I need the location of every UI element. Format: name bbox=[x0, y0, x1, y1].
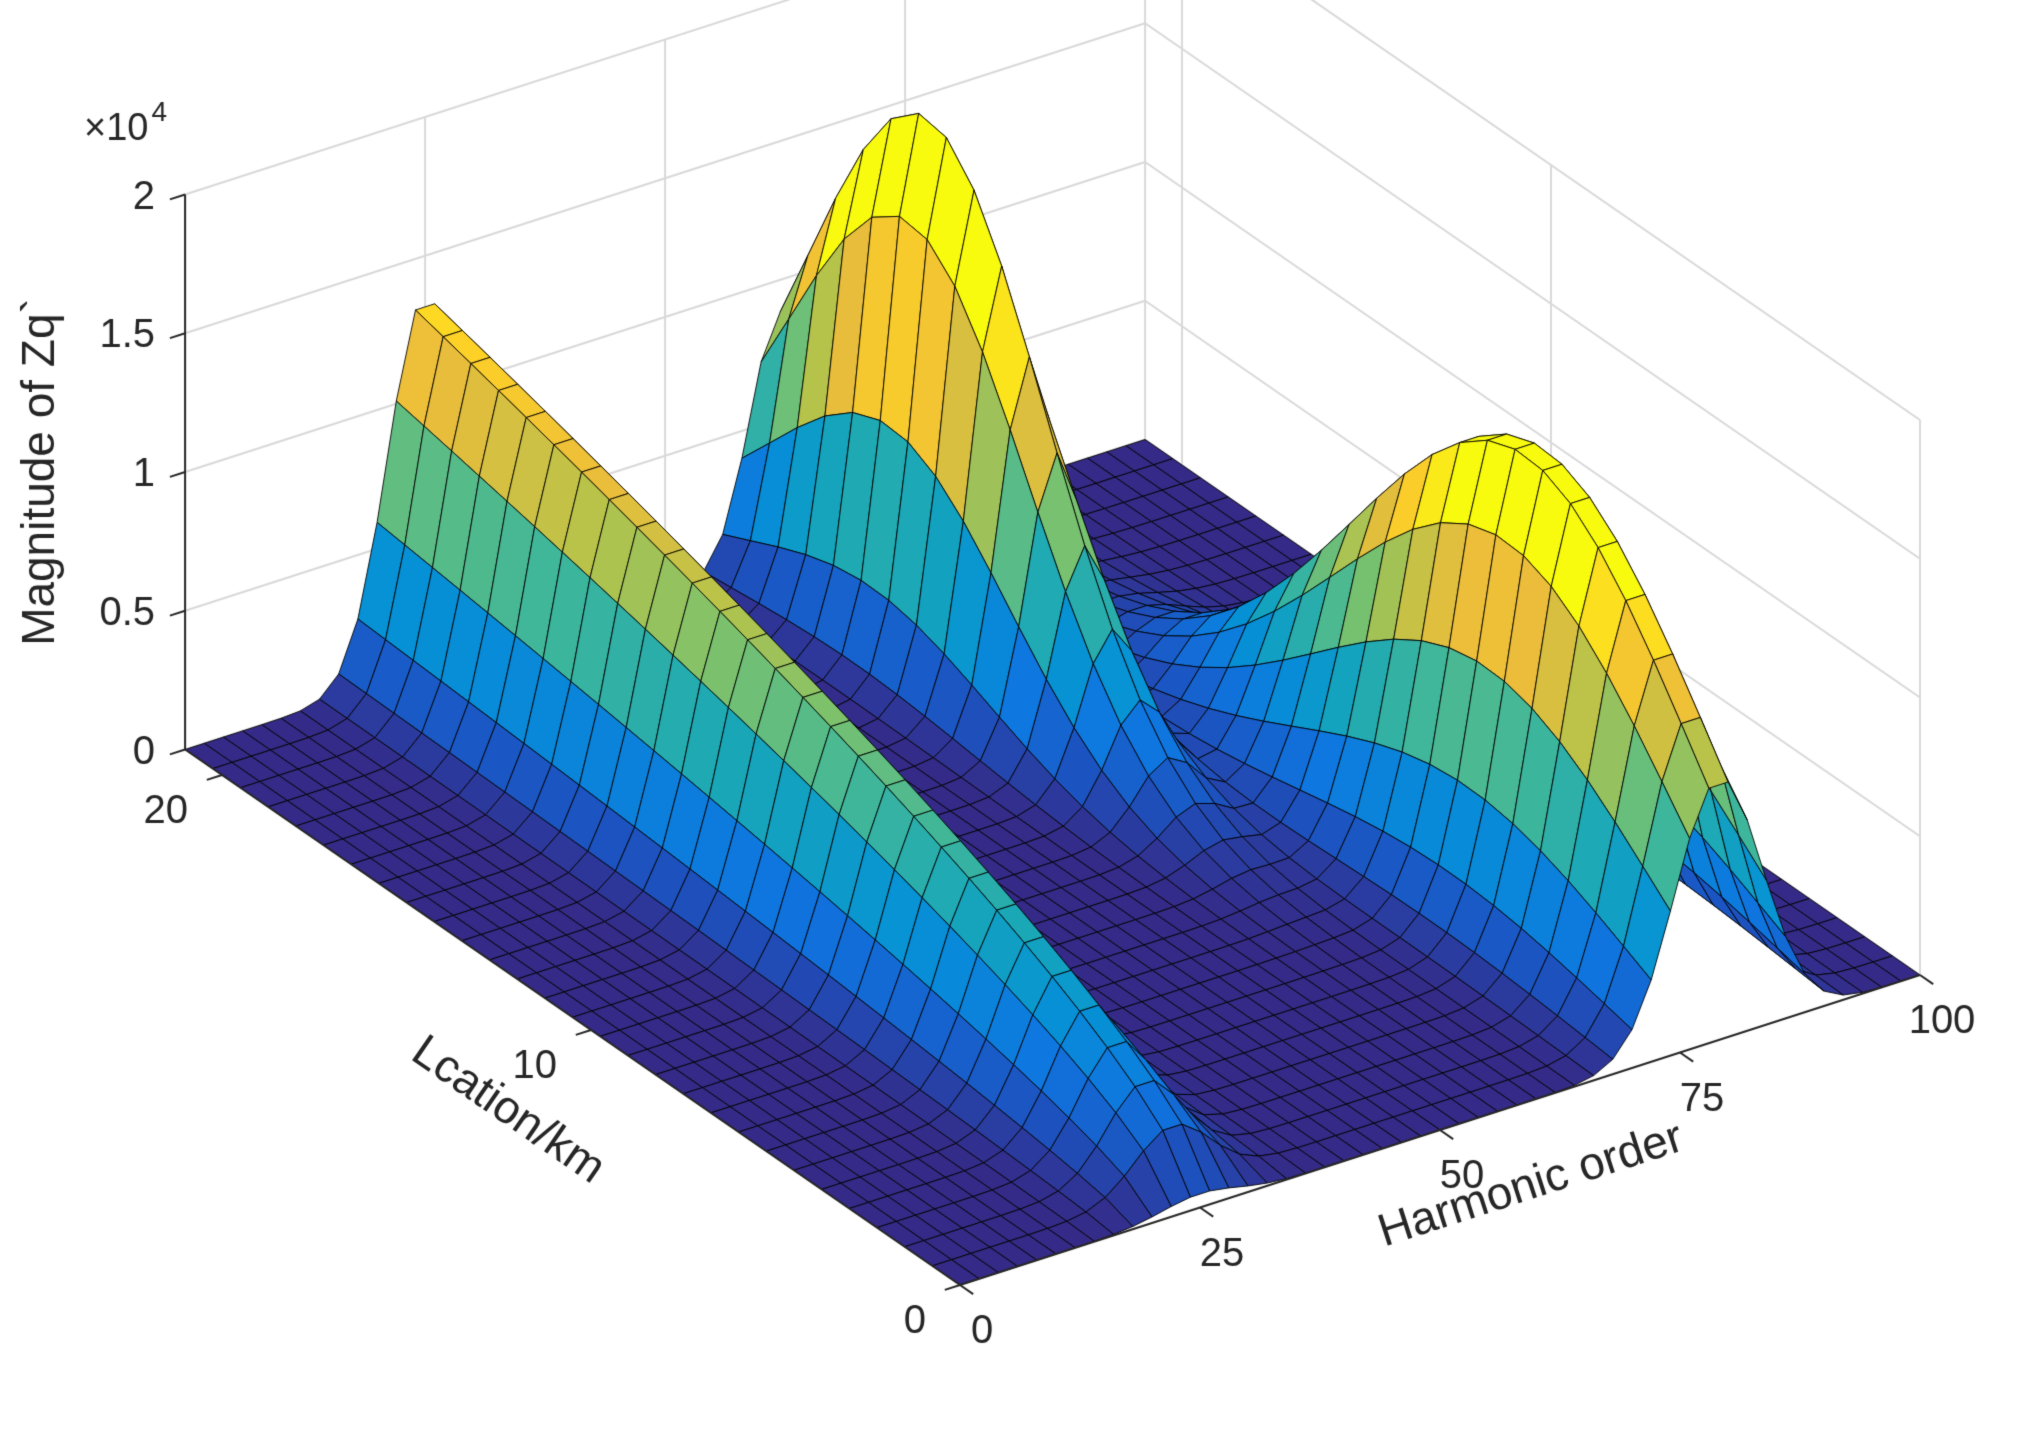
matlab-3d-surface-figure: Magnitude of Zq` Lcation/km Harmonic ord… bbox=[0, 0, 2025, 1431]
surface-plot-canvas bbox=[0, 0, 2025, 1431]
